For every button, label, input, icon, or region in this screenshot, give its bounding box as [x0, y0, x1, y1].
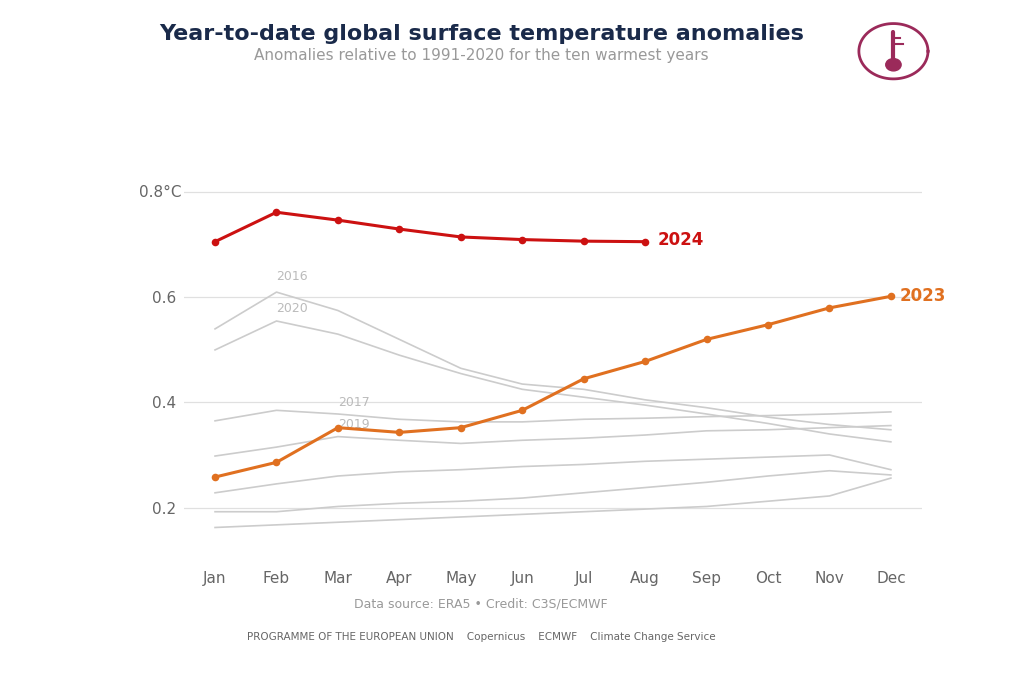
- Point: [391, 223, 408, 234]
- Text: 2024: 2024: [657, 231, 703, 249]
- Point: [637, 236, 653, 247]
- Text: 2016: 2016: [276, 270, 308, 283]
- Point: [883, 291, 899, 302]
- Circle shape: [886, 59, 901, 71]
- Text: Data source: ERA5 • Credit: C3S/ECMWF: Data source: ERA5 • Credit: C3S/ECMWF: [354, 598, 608, 611]
- Point: [821, 303, 838, 313]
- Point: [268, 457, 285, 468]
- Point: [453, 232, 469, 242]
- Point: [330, 214, 346, 225]
- Point: [637, 356, 653, 367]
- Point: [391, 427, 408, 438]
- Point: [268, 207, 285, 218]
- Text: 2020: 2020: [276, 302, 308, 315]
- Text: 0.8°C: 0.8°C: [138, 185, 181, 200]
- Point: [207, 236, 223, 247]
- Text: 2017: 2017: [338, 395, 370, 408]
- Point: [330, 422, 346, 433]
- Text: 2019: 2019: [338, 419, 370, 432]
- Text: 2023: 2023: [900, 288, 946, 305]
- Text: PROGRAMME OF THE EUROPEAN UNION    Copernicus    ECMWF    Climate Change Service: PROGRAMME OF THE EUROPEAN UNION Copernic…: [247, 632, 716, 642]
- Point: [575, 236, 592, 247]
- Point: [760, 319, 776, 330]
- Point: [514, 405, 530, 416]
- Point: [514, 234, 530, 245]
- Point: [207, 471, 223, 482]
- Point: [575, 374, 592, 385]
- Point: [698, 334, 715, 345]
- Point: [453, 422, 469, 433]
- Text: Year-to-date global surface temperature anomalies: Year-to-date global surface temperature …: [159, 24, 804, 44]
- Text: Anomalies relative to 1991-2020 for the ten warmest years: Anomalies relative to 1991-2020 for the …: [254, 48, 709, 63]
